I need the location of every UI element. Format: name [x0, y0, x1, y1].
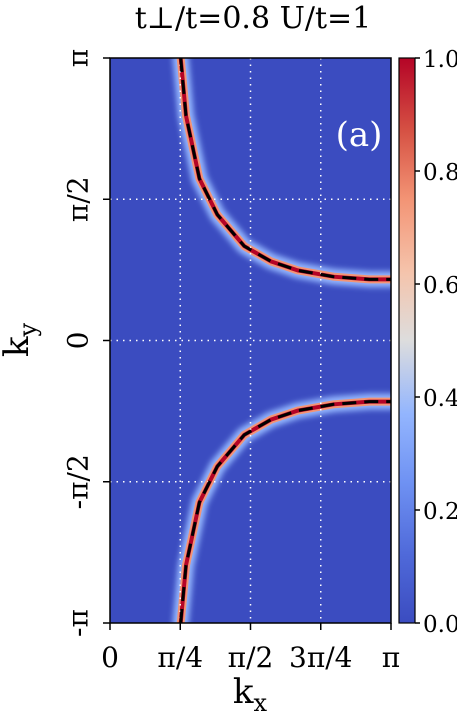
colorbar-tick-label: 0.8	[423, 160, 457, 186]
colorbar-tick-label: 1.0	[423, 47, 457, 73]
y-tick-label: 0	[62, 332, 95, 350]
y-axis-label-main: k	[0, 336, 37, 357]
dashed-curve-lower	[179, 400, 391, 623]
chart-title: t⊥/t=0.8 U/t=1	[135, 1, 371, 36]
x-tick-label: π/4	[157, 641, 203, 674]
x-axis-ticks: 0 π/4 π/2 3π/4 π	[101, 623, 400, 674]
x-tick-label: 3π/4	[289, 641, 352, 674]
x-tick-label: π/2	[228, 641, 274, 674]
plot-content	[110, 58, 391, 623]
colorbar-tick-label: 0.4	[423, 386, 457, 412]
y-tick-label: π	[62, 49, 95, 67]
dashed-curve-upper	[179, 58, 391, 281]
panel-label: (a)	[336, 115, 383, 155]
x-axis-label: kx	[233, 672, 268, 717]
grid-lines	[110, 58, 391, 623]
x-tick-label: 0	[101, 641, 119, 674]
y-axis-ticks: -π -π/2 0 π/2 π	[62, 49, 110, 637]
x-axis-label-sub: x	[254, 689, 268, 717]
fermi-surface-curves	[179, 58, 391, 623]
colorbar-tick-label: 0.6	[423, 273, 457, 299]
y-axis-label-sub: y	[14, 322, 42, 337]
x-tick-label: π	[382, 641, 400, 674]
colorbar	[398, 57, 416, 624]
y-tick-label: π/2	[62, 176, 95, 222]
y-tick-label: -π/2	[62, 454, 95, 509]
colorbar-ticks: 0.0 0.2 0.4 0.6 0.8 1.0	[415, 47, 457, 638]
colorbar-tick-label: 0.0	[423, 612, 457, 638]
y-tick-label: -π	[62, 609, 95, 637]
x-axis-label-main: k	[233, 672, 254, 712]
y-axis-label: ky	[0, 322, 42, 357]
colorbar-tick-label: 0.2	[423, 499, 457, 525]
